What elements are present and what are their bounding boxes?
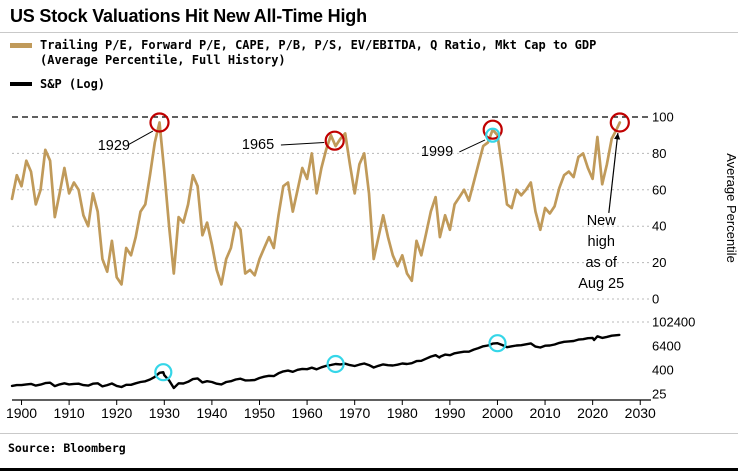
svg-text:2010: 2010	[529, 405, 560, 421]
svg-text:1910: 1910	[54, 405, 85, 421]
sp-series-swatch	[10, 82, 32, 86]
svg-text:2000: 2000	[482, 405, 513, 421]
svg-text:80: 80	[652, 146, 666, 161]
svg-text:1990: 1990	[434, 405, 465, 421]
svg-text:2030: 2030	[625, 405, 656, 421]
source-label: Source: Bloomberg	[8, 441, 126, 455]
valuation-legend-line1: Trailing P/E, Forward P/E, CAPE, P/B, P/…	[40, 38, 597, 52]
svg-text:1929: 1929	[98, 138, 130, 154]
svg-text:2020: 2020	[577, 405, 608, 421]
valuation-series-swatch	[10, 43, 32, 48]
svg-text:20: 20	[652, 255, 666, 270]
svg-text:1980: 1980	[387, 405, 418, 421]
svg-text:Average Percentile: Average Percentile	[724, 153, 738, 263]
valuation-chart-canvas: 1900 1910 1920 1930 1940 1950 1960 1970 1980 1990…	[6, 110, 738, 422]
legend-item-valuation: Trailing P/E, Forward P/E, CAPE, P/B, P/…	[10, 38, 596, 68]
svg-text:60: 60	[652, 182, 666, 197]
svg-text:1920: 1920	[101, 405, 132, 421]
svg-text:Aug 25: Aug 25	[578, 276, 624, 292]
svg-text:1940: 1940	[196, 405, 227, 421]
svg-text:0: 0	[652, 292, 659, 307]
legend: Trailing P/E, Forward P/E, CAPE, P/B, P/…	[10, 38, 596, 101]
svg-text:100: 100	[652, 110, 674, 125]
valuation-legend-line2: (Average Percentile, Full History)	[40, 53, 286, 67]
sp-legend-text: S&P (Log)	[40, 77, 105, 92]
svg-text:New: New	[587, 213, 617, 229]
legend-item-sp: S&P (Log)	[10, 77, 596, 92]
svg-text:1965: 1965	[242, 137, 274, 153]
svg-text:6400: 6400	[652, 339, 681, 354]
bottom-rule	[0, 468, 738, 471]
svg-text:1960: 1960	[292, 405, 323, 421]
svg-text:high: high	[588, 234, 615, 250]
svg-text:as of: as of	[585, 255, 617, 271]
svg-text:40: 40	[652, 219, 666, 234]
footer-divider	[0, 433, 738, 434]
title-divider	[0, 32, 738, 33]
page-title: US Stock Valuations Hit New All-Time Hig…	[10, 6, 367, 26]
sp-legend-label: S&P (Log)	[40, 77, 106, 91]
svg-text:25: 25	[652, 387, 666, 402]
svg-text:1950: 1950	[244, 405, 275, 421]
svg-text:1999: 1999	[421, 144, 453, 160]
svg-text:1930: 1930	[149, 405, 180, 421]
svg-text:400: 400	[652, 363, 674, 378]
svg-text:1970: 1970	[339, 405, 370, 421]
svg-text:1900: 1900	[6, 405, 37, 421]
svg-text:102400: 102400	[652, 315, 695, 330]
valuation-legend-text: Trailing P/E, Forward P/E, CAPE, P/B, P/…	[40, 38, 596, 68]
